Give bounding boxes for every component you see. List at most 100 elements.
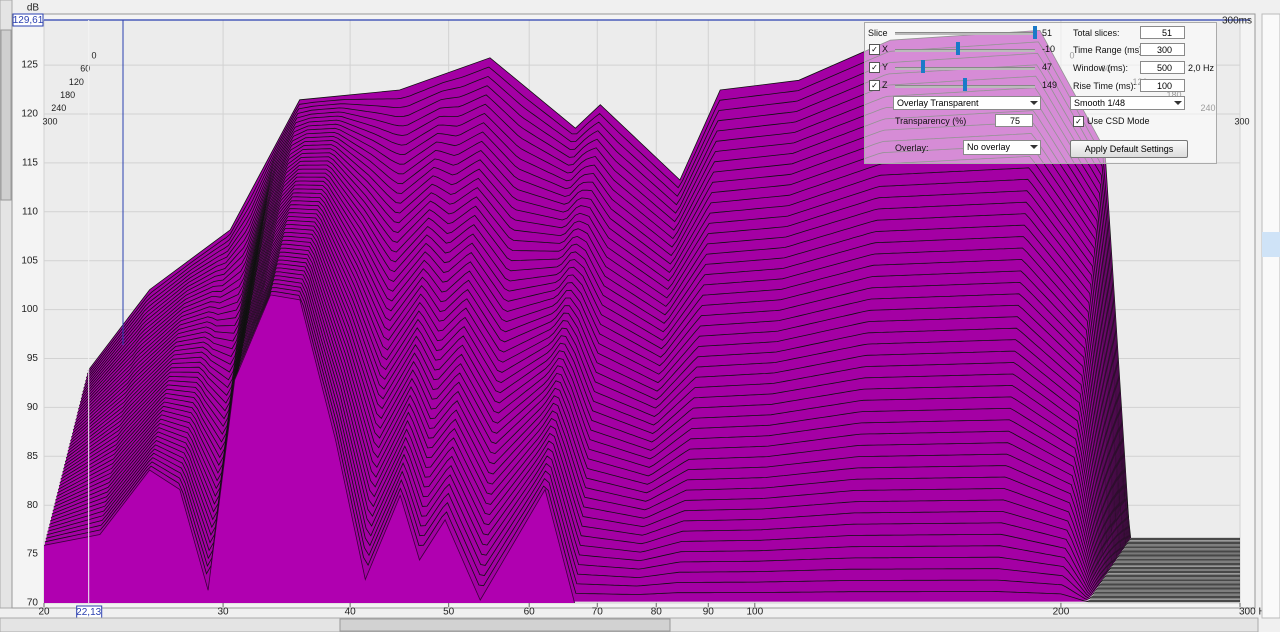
y-tick-label: 100 — [21, 304, 38, 315]
decay-slice — [55, 243, 1240, 587]
slider-thumb[interactable] — [1033, 26, 1037, 39]
mode-dropdown[interactable]: Overlay Transparent — [893, 96, 1041, 110]
y-tick-label: 90 — [27, 402, 39, 413]
decay-slice — [60, 220, 1240, 579]
x-tick-label: 90 — [703, 607, 715, 618]
decay-slice — [61, 216, 1240, 577]
decay-slice — [81, 110, 1240, 547]
decay-slice — [79, 131, 1240, 550]
time-range-value: 300 — [1156, 45, 1172, 55]
decay-slice — [50, 263, 1240, 593]
decay-slice — [71, 168, 1240, 562]
decay-slice — [78, 135, 1240, 551]
y-axis-control-label: Y — [882, 62, 889, 72]
decay-slice — [56, 239, 1240, 585]
scroll-thumb[interactable] — [0, 29, 12, 201]
scroll-thumb[interactable] — [339, 618, 671, 632]
y-tick-label: 85 — [27, 451, 39, 462]
y-tick-label: 80 — [27, 500, 39, 511]
overlay-value: No overlay — [967, 142, 1011, 152]
total-slices-input[interactable]: 51 — [1140, 26, 1185, 39]
decay-slice — [70, 176, 1240, 564]
slider-thumb[interactable] — [921, 60, 925, 73]
slider-thumb[interactable] — [963, 78, 967, 91]
x-tick-label: 40 — [345, 607, 357, 618]
decay-slice — [67, 188, 1240, 568]
z-axis-control-label: Z — [882, 80, 888, 90]
y-tick-label: 105 — [21, 255, 38, 266]
z-tick-label: 120 — [69, 77, 84, 87]
decay-slice — [48, 275, 1240, 597]
slice-slider[interactable] — [895, 32, 1035, 35]
z-checkbox[interactable]: ✓ — [869, 80, 880, 91]
decay-slice — [64, 200, 1240, 572]
cursor-readout: 22,13 — [76, 607, 101, 618]
decay-slice — [59, 224, 1240, 580]
overlay-dropdown[interactable]: No overlay — [963, 140, 1041, 155]
y-tick-label: 70 — [27, 598, 39, 609]
window-value: 500 — [1156, 63, 1172, 73]
rise-time-value: 100 — [1156, 81, 1172, 91]
overlay-label: Overlay: — [895, 143, 929, 153]
mode-value: Overlay Transparent — [897, 98, 979, 108]
x-tick-label: 50 — [443, 607, 455, 618]
y-axis-label: dB — [27, 3, 40, 14]
csd-checkbox[interactable]: ✓ — [1073, 116, 1084, 127]
x-checkbox[interactable]: ✓ — [869, 44, 880, 55]
apply-default-label: Apply Default Settings — [1084, 144, 1174, 154]
total-slices-value: 51 — [1161, 28, 1172, 38]
decay-slice — [62, 212, 1240, 576]
y-tick-label: 125 — [21, 60, 38, 71]
rise-time-label: Rise Time (ms): — [1073, 81, 1136, 91]
last-slice — [44, 294, 575, 603]
decay-slice — [73, 160, 1240, 559]
decay-slice — [74, 156, 1240, 558]
z-tick-label: 0 — [91, 50, 96, 60]
y-readout: 129,61 — [13, 15, 44, 26]
x-tick-label: 30 — [218, 607, 230, 618]
x-tick-label: 300 Hz — [1239, 607, 1271, 618]
z-rotation-value: 149 — [1042, 80, 1058, 90]
y-tick-label: 95 — [27, 353, 39, 364]
y-tick-label: 110 — [22, 206, 38, 217]
decay-slice — [51, 259, 1240, 592]
decay-slice — [77, 144, 1240, 554]
decay-slice — [69, 180, 1240, 566]
decay-slice — [63, 208, 1240, 575]
side-table — [1261, 13, 1280, 619]
time-range-input[interactable]: 300 — [1140, 43, 1185, 56]
window-resolution: 2,0 Hz — [1188, 63, 1215, 73]
apply-default-button[interactable]: Apply Default Settings — [1070, 140, 1188, 158]
decay-slice — [78, 140, 1240, 552]
window-label: Window (ms): — [1073, 63, 1129, 73]
smoothing-dropdown[interactable]: Smooth 1/48 — [1070, 96, 1185, 110]
decay-slice — [50, 267, 1240, 595]
y-rotation-slider[interactable] — [895, 67, 1035, 70]
decay-slice — [45, 287, 1240, 601]
decay-slice — [66, 192, 1240, 570]
window-input[interactable]: 500 — [1140, 61, 1185, 74]
smoothing-value: Smooth 1/48 — [1074, 98, 1126, 108]
decay-slice — [82, 98, 1240, 546]
y-checkbox[interactable]: ✓ — [869, 62, 880, 73]
decay-slice — [57, 235, 1240, 584]
z-tick-label: 240 — [51, 103, 66, 113]
decay-slice — [76, 148, 1240, 555]
decay-slice — [80, 121, 1240, 548]
x-axis-control-label: X — [882, 44, 889, 54]
y-tick-label: 120 — [21, 109, 38, 120]
z-tick-label-right: 300 — [1234, 116, 1249, 126]
rise-time-input[interactable]: 100 — [1140, 79, 1185, 92]
decay-slice — [53, 251, 1240, 589]
decay-slice — [46, 283, 1240, 600]
slider-thumb[interactable] — [956, 42, 960, 55]
x-tick-label: 70 — [592, 607, 604, 618]
decay-slice — [54, 247, 1240, 588]
side-table-selected-row[interactable] — [1262, 232, 1280, 257]
x-rotation-slider[interactable] — [895, 49, 1035, 52]
transparency-input[interactable]: 75 — [995, 114, 1033, 127]
y-tick-label: 115 — [22, 158, 38, 169]
x-tick-label: 60 — [524, 607, 536, 618]
